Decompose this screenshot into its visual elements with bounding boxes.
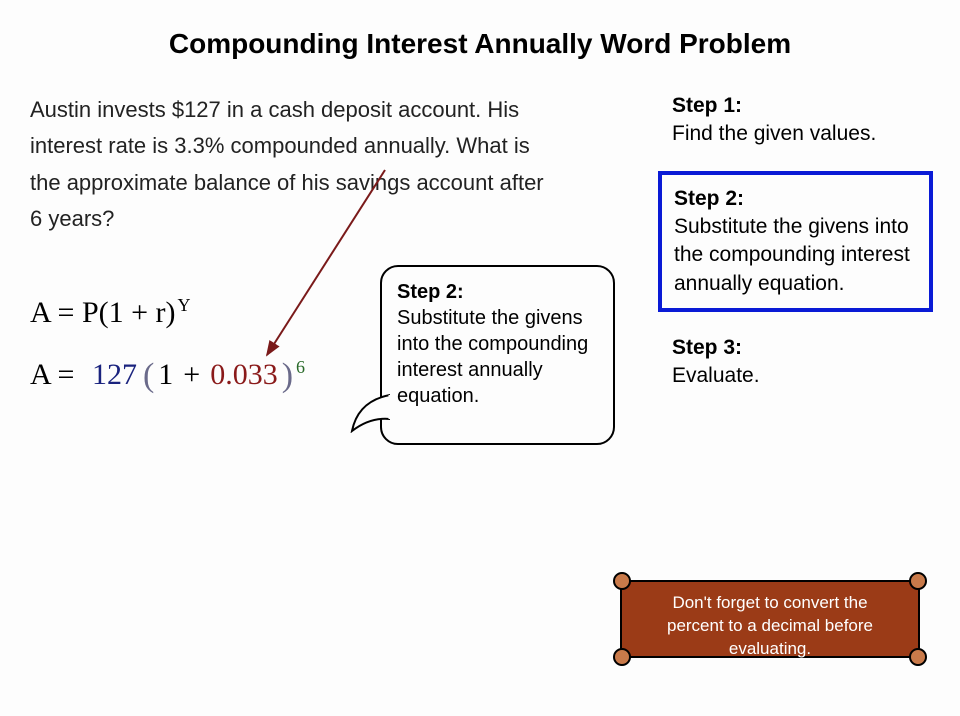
page-title: Compounding Interest Annually Word Probl… (0, 28, 960, 60)
step-2-body: Substitute the givens into the compoundi… (674, 215, 910, 295)
speech-label: Step 2: (397, 281, 464, 303)
formula-lhs: A (30, 296, 50, 329)
formula-exp: Y (178, 295, 191, 315)
step-3-label: Step 3: (672, 336, 742, 359)
formula-substituted: A = 127(1 +0.033)6 (30, 355, 305, 393)
sub-plus: + (183, 358, 200, 391)
scroll-curl-icon (613, 572, 631, 590)
sub-lhs: A (30, 358, 50, 391)
reminder-banner: Don't forget to convert the percent to a… (620, 580, 920, 658)
problem-text: Austin invests $127 in a cash deposit ac… (30, 92, 550, 237)
sub-p-value: 127 (92, 358, 137, 391)
scroll-curl-icon (613, 648, 631, 666)
formula-open: ( (99, 296, 109, 329)
formula-r: r (156, 296, 166, 329)
scroll-curl-icon (909, 572, 927, 590)
step-3-body: Evaluate. (672, 364, 760, 387)
speech-bubble-step2: Step 2: Substitute the givens into the c… (380, 265, 615, 445)
step-1: Step 1: Find the given values. (672, 92, 927, 149)
formula-generic: A = P(1 + r)Y (30, 295, 191, 330)
sub-one: 1 (158, 358, 173, 391)
steps-column: Step 1: Find the given values. Step 2: S… (672, 92, 927, 413)
formula-p: P (82, 296, 99, 329)
sub-close-paren: ) (282, 357, 293, 394)
sub-eq: = (50, 358, 82, 391)
step-2-label: Step 2: (674, 187, 744, 210)
step-3: Step 3: Evaluate. (672, 334, 927, 391)
scroll-curl-icon (909, 648, 927, 666)
sub-r-value: 0.033 (210, 358, 278, 391)
speech-tail (350, 383, 390, 433)
step-2-box: Step 2: Substitute the givens into the c… (658, 171, 933, 312)
sub-open-paren: ( (143, 357, 154, 394)
formula-one: 1 (109, 296, 124, 329)
formula-plus: + (124, 296, 156, 329)
banner-text: Don't forget to convert the percent to a… (667, 593, 873, 658)
formula-eq: = (50, 296, 82, 329)
speech-body: Substitute the givens into the compoundi… (397, 307, 588, 407)
formula-close: ) (166, 296, 176, 329)
step-1-label: Step 1: (672, 94, 742, 117)
sub-exp: 6 (296, 357, 305, 377)
step-1-body: Find the given values. (672, 122, 876, 145)
